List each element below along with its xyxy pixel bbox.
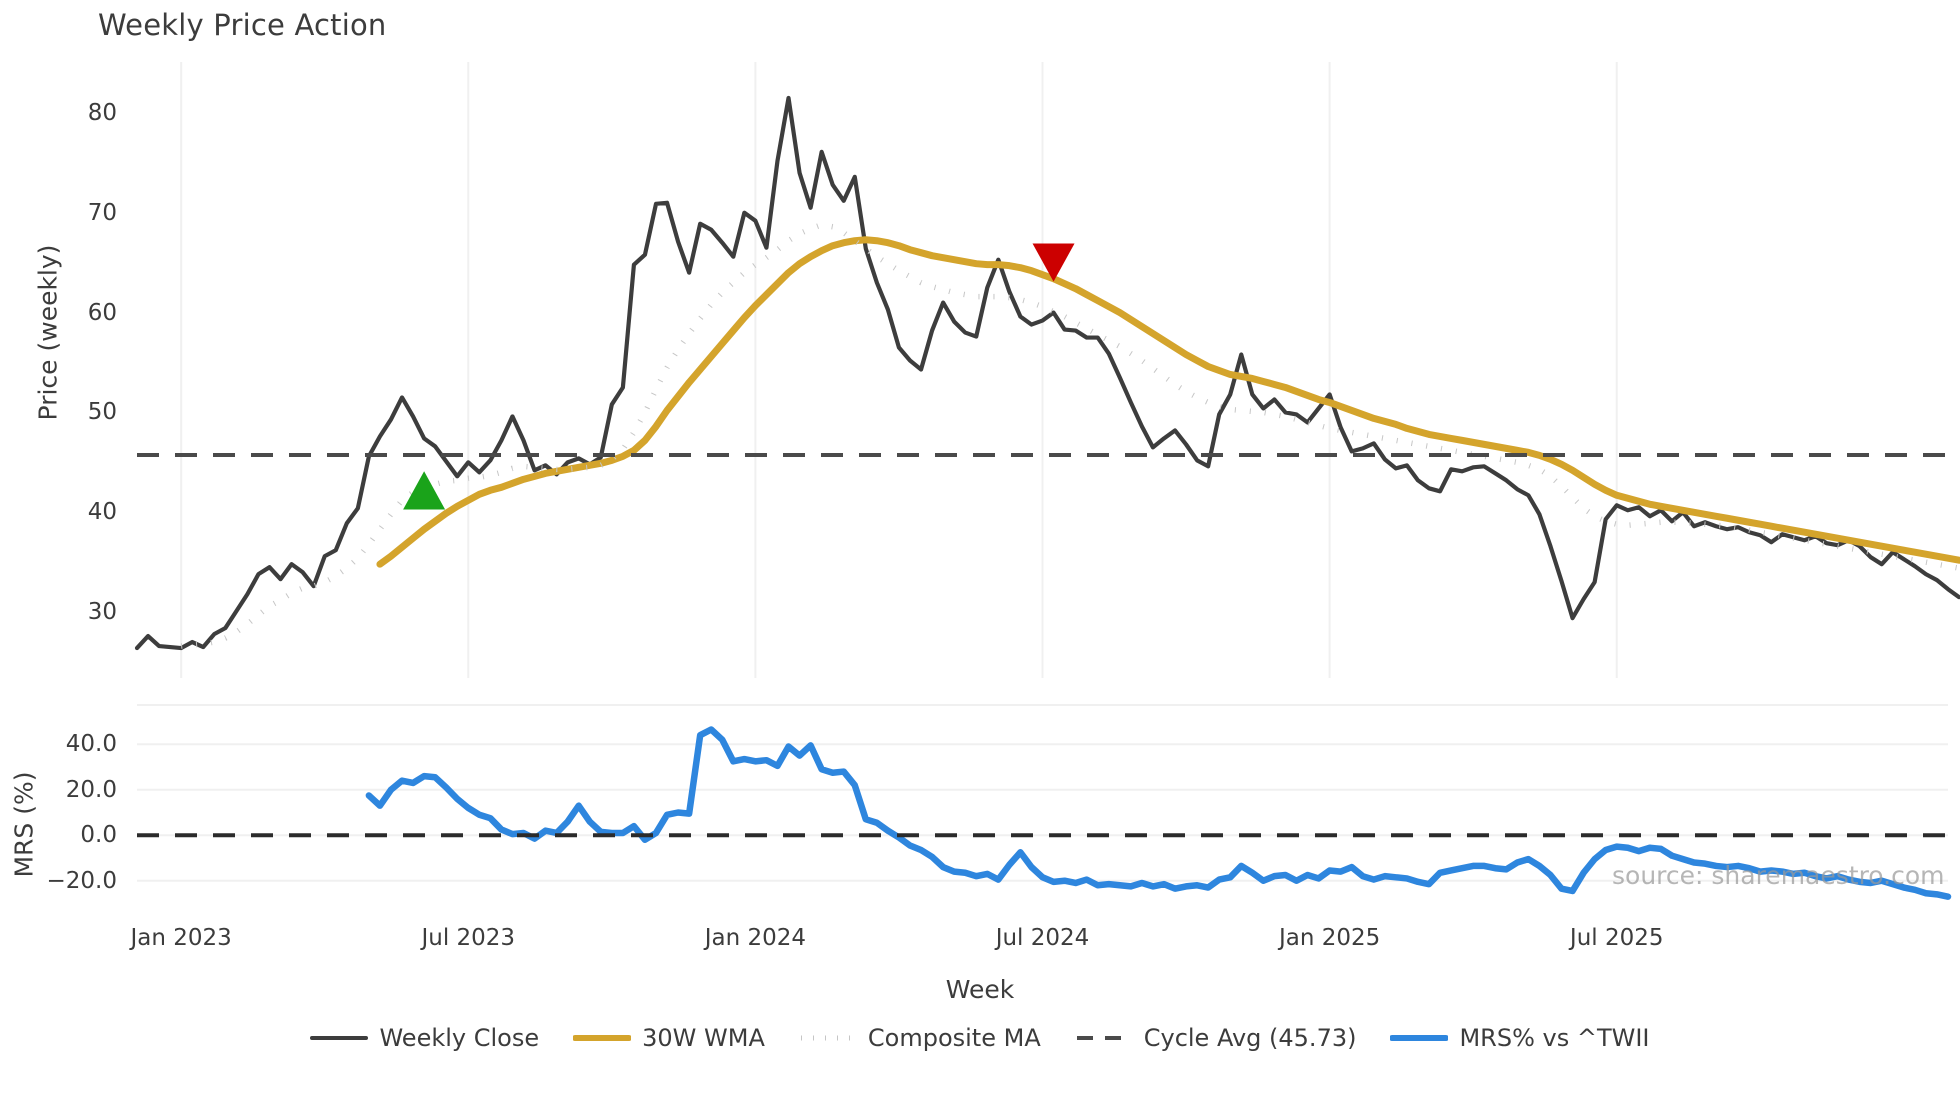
x-tick: Jan 2023	[130, 925, 232, 951]
legend-swatch-icon	[310, 1028, 369, 1048]
price-y-tick: 80	[87, 99, 117, 126]
legend-item-30w-wma[interactable]: 30W WMA	[573, 1024, 765, 1052]
legend-label: 30W WMA	[642, 1024, 765, 1052]
chart-title: Weekly Price Action	[98, 8, 387, 42]
legend-item-composite-ma[interactable]: Composite MA	[799, 1024, 1041, 1052]
legend-item-mrs-vs-twii[interactable]: MRS% vs ^TWII	[1390, 1024, 1650, 1052]
legend-swatch-icon	[1075, 1028, 1133, 1048]
series-line-weekly-close	[134, 95, 1960, 651]
series-line-30w-wma	[376, 236, 1960, 568]
price-y-tick: 40	[87, 499, 117, 526]
legend-label: MRS% vs ^TWII	[1459, 1024, 1650, 1052]
price-y-tick: 50	[87, 399, 117, 426]
series-line-mrs-vs-twii	[365, 726, 1952, 900]
x-tick: Jul 2025	[1569, 925, 1664, 951]
x-tick: Jul 2023	[421, 925, 516, 951]
price-y-tick: 70	[87, 199, 117, 226]
buy-signal-marker	[403, 471, 446, 510]
price-y-tick: 60	[87, 299, 117, 326]
sell-signal-marker	[1032, 243, 1075, 282]
mrs-y-tick: 40.0	[65, 731, 117, 758]
mrs-y-tick: −20.0	[46, 867, 117, 894]
source-watermark: source: sharemaestro.com	[1612, 861, 1945, 890]
legend-swatch-icon	[1390, 1028, 1449, 1048]
x-axis-label: Week	[945, 975, 1015, 1004]
legend-swatch-icon	[573, 1028, 632, 1048]
x-tick: Jan 2025	[1278, 925, 1381, 951]
legend-swatch-icon	[799, 1028, 857, 1048]
chart-legend: Weekly Close 30W WMA Composite MA Cycle Avg…	[0, 1024, 1960, 1052]
legend-item-weekly-close[interactable]: Weekly Close	[310, 1024, 539, 1052]
legend-item-cycle-avg-45-73[interactable]: Cycle Avg (45.73)	[1075, 1024, 1357, 1052]
price-y-tick: 30	[87, 599, 117, 626]
mrs-y-tick: 20.0	[65, 776, 117, 803]
legend-label: Composite MA	[867, 1024, 1041, 1052]
mrs-y-tick: 0.0	[80, 822, 117, 849]
x-tick: Jul 2024	[995, 925, 1090, 951]
legend-label: Cycle Avg (45.73)	[1143, 1024, 1357, 1052]
legend-label: Weekly Close	[379, 1024, 540, 1052]
x-tick: Jan 2024	[704, 925, 807, 951]
